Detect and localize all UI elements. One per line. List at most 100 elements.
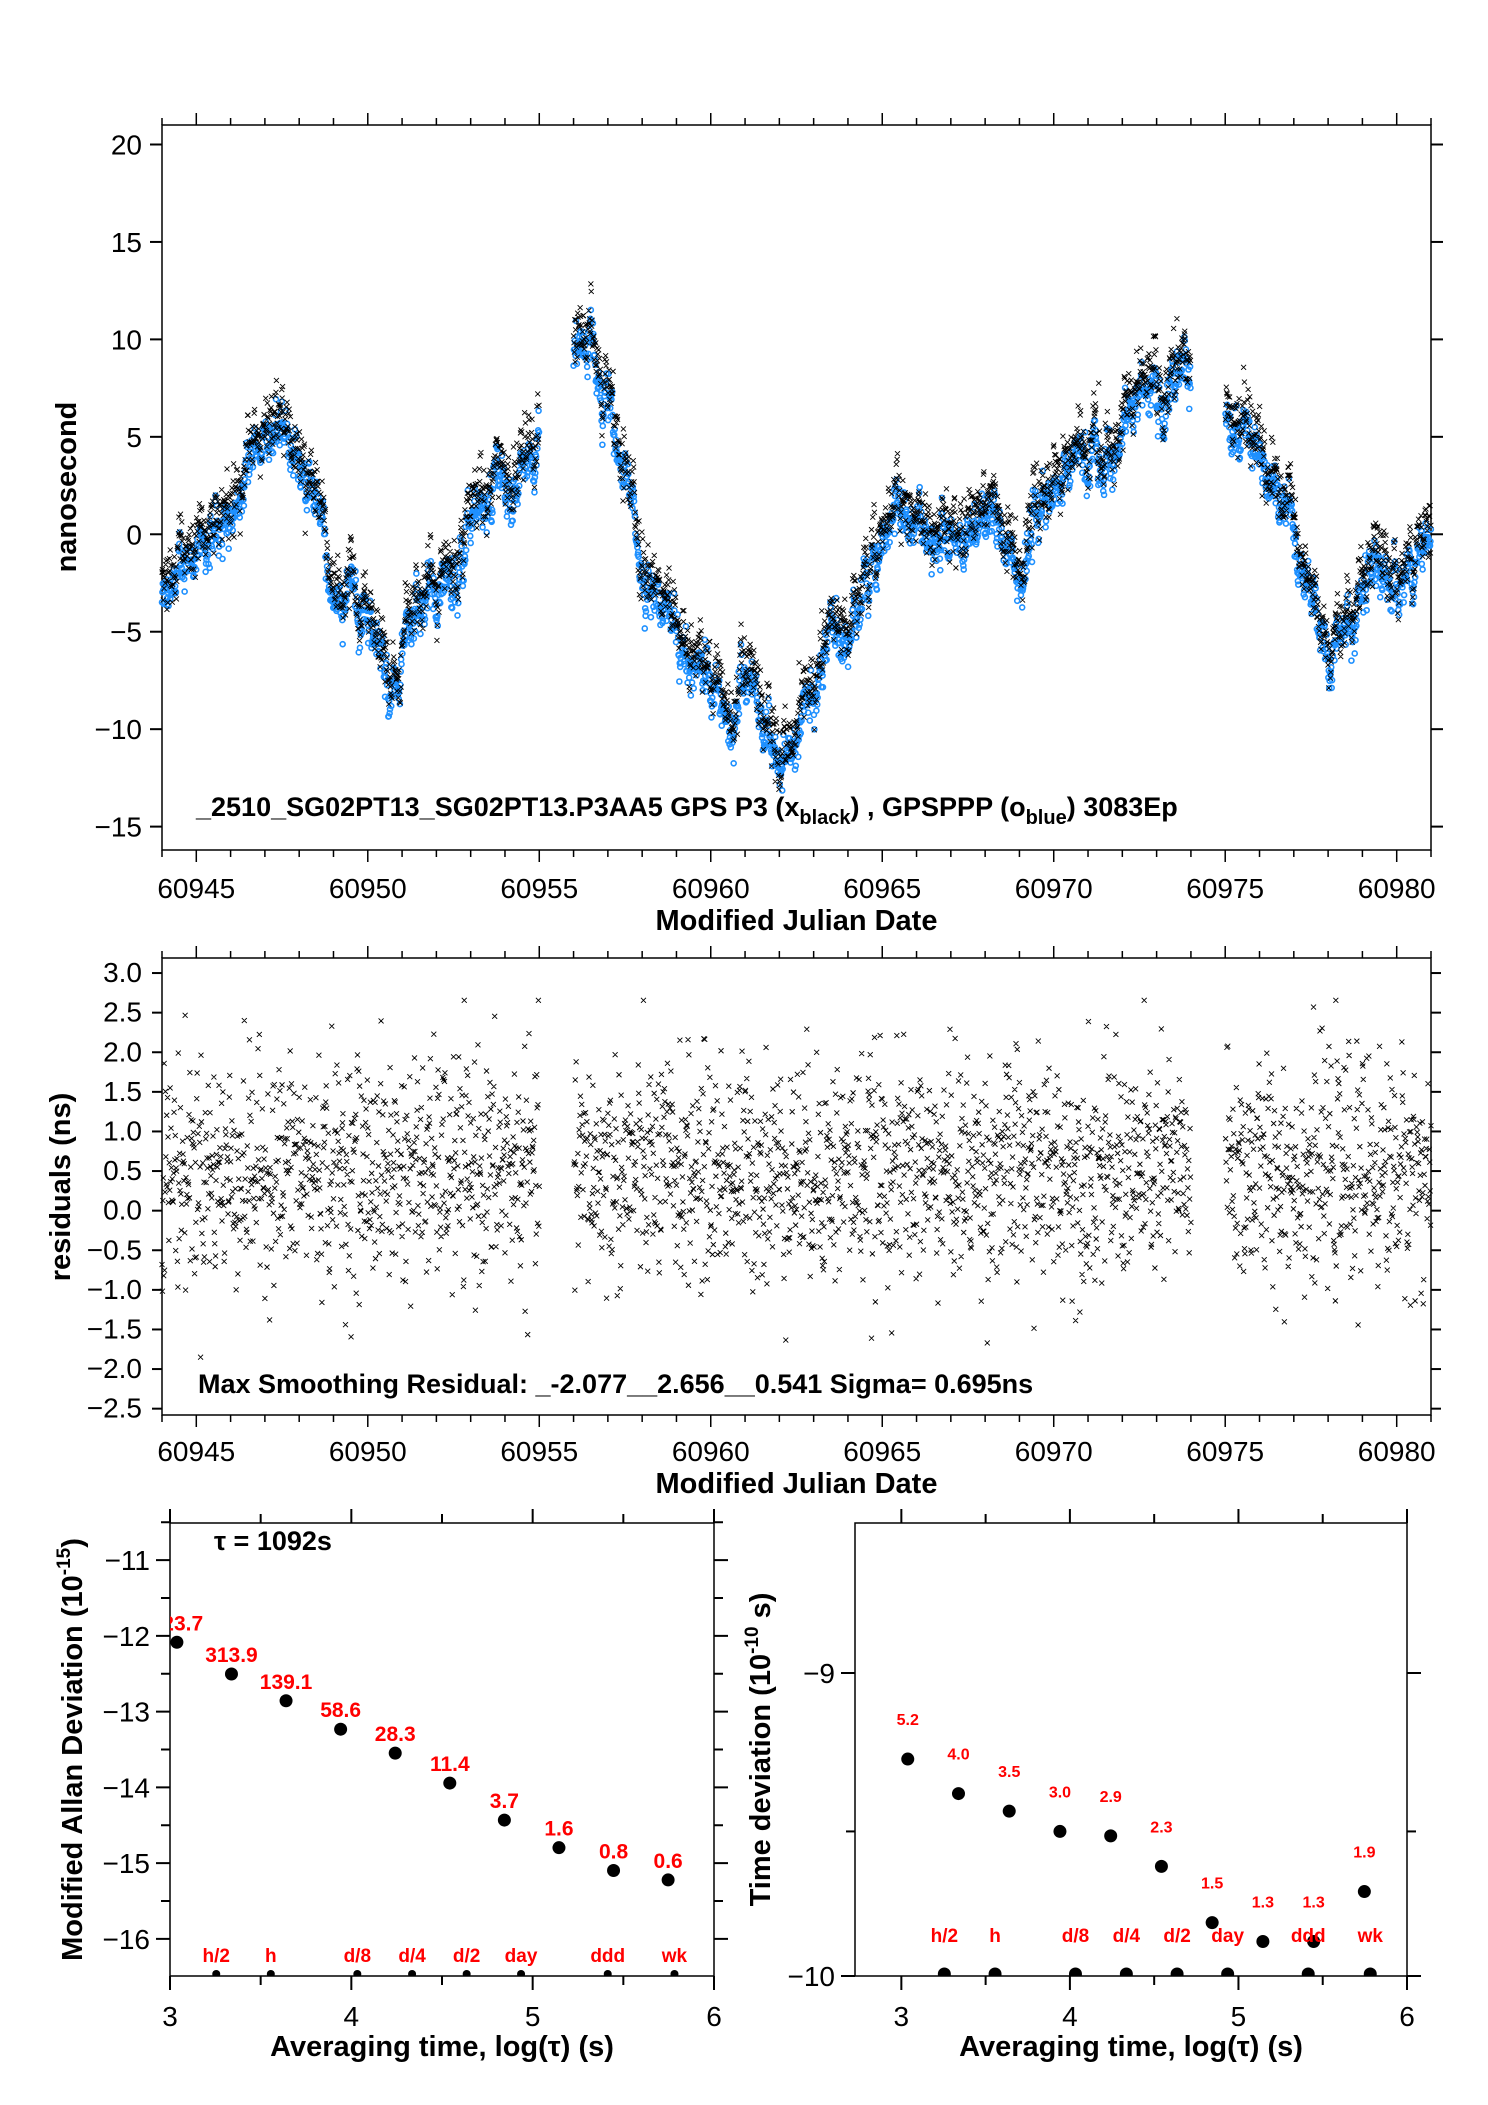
residual-annotation: Max Smoothing Residual: _-2.077__2.656__… bbox=[198, 1369, 1033, 1399]
data-label: 5.2 bbox=[897, 1712, 919, 1729]
timescale-marker bbox=[212, 1970, 221, 1976]
x-tick-label: 60950 bbox=[329, 1436, 407, 1467]
data-label: 2.3 bbox=[1150, 1819, 1172, 1836]
timescale-marker bbox=[408, 1970, 417, 1976]
residuals-plot: 60945 60950 60955 60960 60965 60970 60975 60980… bbox=[45, 946, 1441, 1500]
timescale-marker bbox=[1170, 1967, 1184, 1976]
x-tick-label: 60950 bbox=[329, 873, 407, 904]
timescale-label: d/2 bbox=[1163, 1926, 1190, 1947]
timescale-label: d/4 bbox=[1113, 1926, 1141, 1947]
timescale-marker bbox=[266, 1970, 275, 1976]
timescale-marker bbox=[1301, 1967, 1315, 1976]
x-tick-label: 5 bbox=[525, 2001, 541, 2032]
y-axis-label: residuals (ns) bbox=[45, 1093, 77, 1282]
timescale-marker bbox=[988, 1967, 1002, 1976]
y-axis-label-end: s) bbox=[745, 1593, 777, 1627]
x-axis-label: Modified Julian Date bbox=[656, 905, 938, 937]
residual-points bbox=[159, 997, 1434, 1361]
data-point bbox=[497, 1813, 511, 1827]
timescale-marker bbox=[603, 1970, 612, 1976]
x-tick-label: 60975 bbox=[1186, 873, 1264, 904]
y-tick-label: −1.5 bbox=[87, 1313, 142, 1344]
timescale-label: day bbox=[1211, 1926, 1244, 1947]
x-tick-label: 4 bbox=[1062, 2001, 1078, 2032]
timescale-label: ddd bbox=[1291, 1926, 1326, 1947]
data-label: 1.3 bbox=[1252, 1894, 1274, 1911]
x-tick-label: 60960 bbox=[672, 1436, 750, 1467]
data-point bbox=[1104, 1829, 1118, 1843]
timescale-marker bbox=[1221, 1967, 1235, 1976]
data-point bbox=[1002, 1804, 1016, 1818]
time-deviation-plot: 5.2 4.0 3.5 3.0 2.9 2.3 1.5 1.3 1.3 1.9 h/2 h d/8 d/4… bbox=[742, 1509, 1421, 2063]
data-label: 1.3 bbox=[1302, 1894, 1324, 1911]
y-tick-label: −10 bbox=[95, 714, 143, 745]
data-label: 313.9 bbox=[205, 1644, 258, 1667]
data-point bbox=[661, 1873, 675, 1887]
data-point bbox=[951, 1787, 965, 1801]
x-tick-label: 60955 bbox=[500, 873, 578, 904]
y-tick-label: 0 bbox=[126, 519, 142, 550]
y-axis-label-exponent: -15 bbox=[54, 1547, 75, 1575]
data-point bbox=[901, 1752, 915, 1766]
y-axis-label-exponent: -10 bbox=[742, 1626, 763, 1653]
y-tick-label: 0.0 bbox=[103, 1195, 142, 1226]
timescale-label: h bbox=[989, 1926, 1001, 1947]
y-axis-label-main: Modified Allan Deviation (10 bbox=[57, 1575, 89, 1961]
data-point bbox=[1256, 1934, 1270, 1948]
data-point bbox=[1053, 1824, 1067, 1838]
data-label: 3.0 bbox=[1049, 1784, 1071, 1801]
data-point bbox=[1154, 1859, 1168, 1873]
data-label: 1.5 bbox=[1201, 1876, 1223, 1893]
time-series-plot: 60945 60950 60955 60960 60965 60970 60975 60980… bbox=[51, 113, 1443, 937]
data-point bbox=[1307, 1934, 1321, 1948]
data-point bbox=[388, 1746, 402, 1760]
x-tick-label: 60965 bbox=[843, 1436, 921, 1467]
legend-end: ) 3083Ep bbox=[1067, 792, 1178, 822]
y-tick-label: −5 bbox=[110, 617, 142, 648]
tau-annotation: τ = 1092s bbox=[214, 1526, 332, 1556]
data-label: 1.9 bbox=[1353, 1845, 1375, 1862]
y-tick-label: −1.0 bbox=[87, 1274, 142, 1305]
timescale-marker bbox=[353, 1970, 362, 1976]
plot-frame bbox=[169, 1522, 715, 1977]
y-tick-label: 2.5 bbox=[103, 997, 142, 1028]
data-label: 3.7 bbox=[490, 1790, 519, 1813]
y-tick-label: −16 bbox=[103, 1924, 151, 1955]
timescale-label: d/2 bbox=[453, 1946, 480, 1967]
timescale-marker bbox=[670, 1970, 679, 1976]
y-tick-label: −15 bbox=[103, 1848, 151, 1879]
x-tick-label: 60945 bbox=[157, 1436, 235, 1467]
data-label: 139.1 bbox=[260, 1671, 313, 1694]
y-tick-label: 20 bbox=[111, 129, 142, 160]
timescale-label: ddd bbox=[590, 1946, 625, 1967]
timescale-label: d/8 bbox=[1062, 1926, 1089, 1947]
legend-mid: ) , GPSPPP (o bbox=[851, 792, 1026, 822]
timescale-marker bbox=[517, 1970, 526, 1976]
data-point bbox=[443, 1776, 457, 1790]
legend-main: _2510_SG02PT13_SG02PT13.P3AA5 GPS P3 (x bbox=[195, 792, 799, 822]
y-tick-label: −0.5 bbox=[87, 1234, 142, 1265]
data-label: 4.0 bbox=[947, 1747, 969, 1764]
timescale-label: h/2 bbox=[203, 1946, 230, 1967]
y-tick-label: −2.0 bbox=[87, 1353, 142, 1384]
plot-frame bbox=[161, 124, 1432, 851]
timescale-label: day bbox=[505, 1946, 538, 1967]
x-axis-label: Modified Julian Date bbox=[656, 1468, 938, 1500]
data-label: 28.3 bbox=[375, 1723, 416, 1746]
data-label: 1.6 bbox=[544, 1818, 573, 1841]
data-label: 3.5 bbox=[998, 1764, 1020, 1781]
timescale-marker bbox=[1068, 1967, 1082, 1976]
y-axis-label-end: ) bbox=[57, 1538, 89, 1548]
y-tick-label: 5 bbox=[126, 422, 142, 453]
y-tick-label: −12 bbox=[103, 1621, 151, 1652]
x-tick-label: 60945 bbox=[157, 873, 235, 904]
timescale-marker bbox=[1363, 1967, 1377, 1976]
data-point bbox=[552, 1841, 566, 1855]
y-tick-label: 2.0 bbox=[103, 1036, 142, 1067]
timescale-marker bbox=[462, 1970, 471, 1976]
x-tick-label: 5 bbox=[1231, 2001, 1247, 2032]
